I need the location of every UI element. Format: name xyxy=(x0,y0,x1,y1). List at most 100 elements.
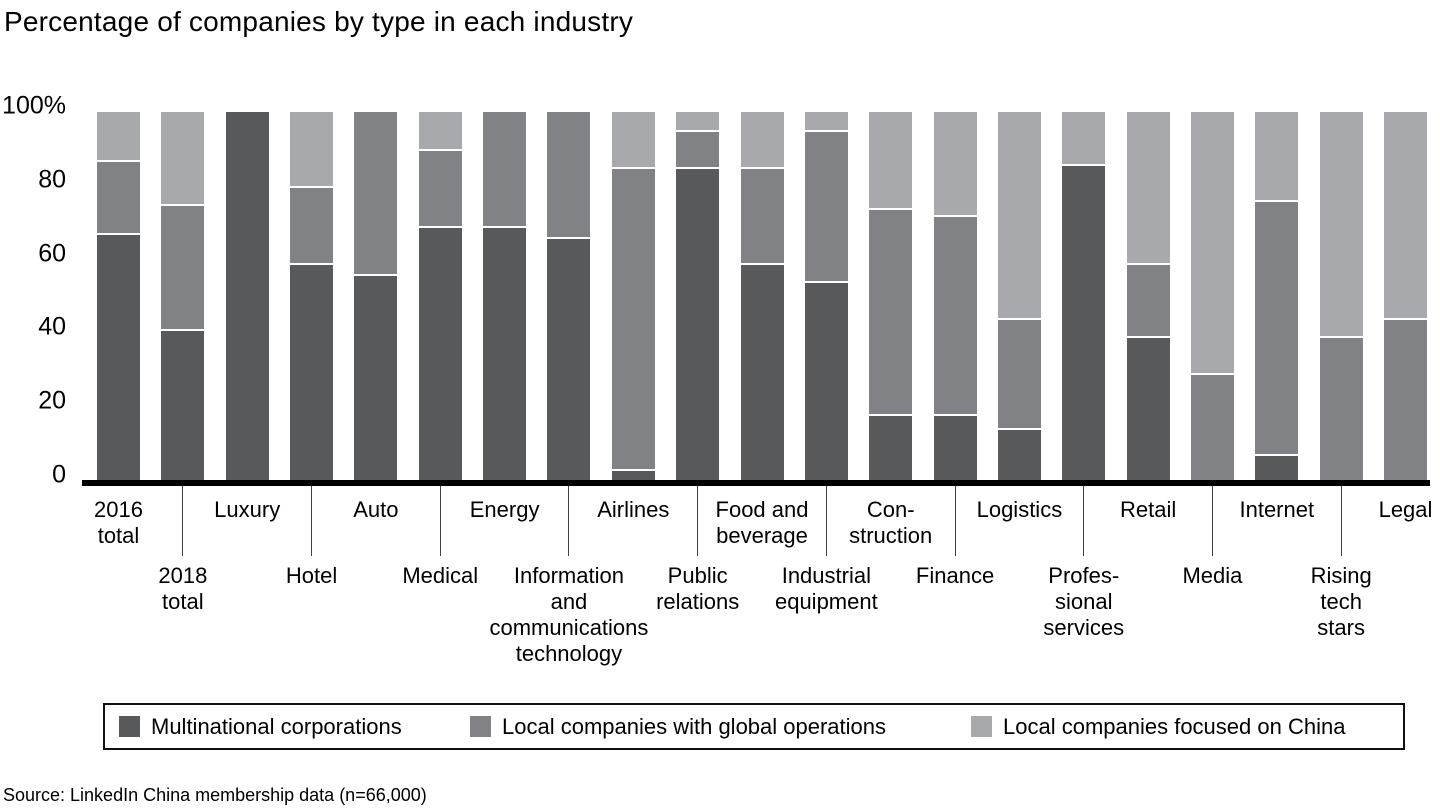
segment-local-global xyxy=(611,167,655,469)
y-tick-label-40: 40 xyxy=(38,312,66,341)
x-label-rising-tech-stars: Rising tech stars xyxy=(1310,563,1372,640)
segment-local-china xyxy=(1255,112,1299,201)
plot-area xyxy=(97,112,1427,480)
segment-local-global xyxy=(1255,200,1299,455)
segment-local-global xyxy=(1190,373,1234,480)
y-tick-label-20: 20 xyxy=(38,386,66,415)
segment-multinational xyxy=(804,281,848,480)
legend-label: Multinational corporations xyxy=(151,713,402,739)
bar-medical xyxy=(418,112,462,480)
leader-line-public-relations xyxy=(697,486,699,556)
bar-2018-total xyxy=(161,112,205,480)
leader-line-media xyxy=(1211,486,1213,556)
bar-public-relations xyxy=(676,112,720,480)
segment-local-global xyxy=(740,167,784,263)
x-label-energy: Energy xyxy=(469,497,540,522)
segment-multinational xyxy=(483,226,527,480)
legend-label: Local companies focused on China xyxy=(1003,713,1346,739)
bar-rising-tech-stars xyxy=(1319,112,1363,480)
segment-local-china xyxy=(1190,112,1234,374)
x-label-airlines: Airlines xyxy=(597,497,670,522)
segment-local-china xyxy=(1062,112,1106,164)
legend-swatch-icon xyxy=(971,716,992,737)
segment-local-china xyxy=(804,112,848,131)
segment-local-global xyxy=(997,318,1041,429)
legend: Multinational corporations Local companie… xyxy=(103,703,1405,750)
leader-line-finance xyxy=(954,486,956,556)
bar-airlines xyxy=(611,112,655,480)
segment-local-global xyxy=(418,148,462,227)
x-label-construction: Con- struction xyxy=(849,497,933,548)
leader-line-professional-services xyxy=(1083,486,1085,556)
x-label-medical: Medical xyxy=(402,563,479,588)
bar-food-and-beverage xyxy=(740,112,784,480)
bar-professional-services xyxy=(1062,112,1106,480)
segment-multinational xyxy=(161,329,205,480)
segment-local-china xyxy=(740,112,784,168)
segment-local-global xyxy=(1319,336,1363,480)
leader-line-medical xyxy=(439,486,441,556)
bar-auto xyxy=(354,112,398,480)
segment-local-global xyxy=(1384,318,1427,480)
legend-item-multinational-corporations: Multinational corporations xyxy=(119,714,402,740)
x-label-media: Media xyxy=(1182,563,1243,588)
segment-local-china xyxy=(1126,112,1170,263)
x-label-internet: Internet xyxy=(1239,497,1315,522)
segment-multinational xyxy=(1062,163,1106,480)
legend-label: Local companies with global operations xyxy=(502,713,887,739)
segment-local-china xyxy=(290,112,334,186)
segment-local-global xyxy=(97,159,140,234)
x-label-professional-services: Profes- sional services xyxy=(1043,563,1125,640)
segment-multinational xyxy=(225,112,269,480)
bar-construction xyxy=(869,112,913,480)
bar-luxury xyxy=(225,112,269,480)
segment-multinational xyxy=(1126,336,1170,480)
segment-multinational xyxy=(418,226,462,480)
y-tick-label-0: 0 xyxy=(52,460,66,489)
segment-local-global xyxy=(290,185,334,263)
x-label-retail: Retail xyxy=(1119,497,1177,522)
segment-local-global xyxy=(161,204,205,330)
leader-line-industrial-equipment xyxy=(825,486,827,556)
bar-2016-total xyxy=(97,112,140,480)
bar-legal xyxy=(1384,112,1427,480)
segment-multinational xyxy=(611,468,655,480)
legend-swatch-icon xyxy=(470,716,491,737)
x-label-hotel: Hotel xyxy=(285,563,338,588)
segment-multinational xyxy=(354,273,398,480)
leader-line-hotel xyxy=(311,486,313,556)
segment-multinational xyxy=(997,428,1041,480)
segment-multinational xyxy=(676,167,720,480)
x-label-legal: Legal xyxy=(1378,497,1433,522)
segment-local-china xyxy=(97,112,140,160)
segment-local-global xyxy=(354,112,398,274)
x-label-2018-total: 2018 total xyxy=(158,563,208,614)
chart-title: Percentage of companies by type in each … xyxy=(4,6,634,37)
legend-item-local-companies-with-global-operations: Local companies with global operations xyxy=(470,714,886,740)
bar-logistics xyxy=(997,112,1041,480)
segment-multinational xyxy=(97,233,140,480)
segment-multinational xyxy=(290,262,334,480)
x-label-logistics: Logistics xyxy=(976,497,1063,522)
bar-media xyxy=(1190,112,1234,480)
x-label-public-relations: Public relations xyxy=(656,563,740,614)
x-label-luxury: Luxury xyxy=(214,497,281,522)
segment-local-china xyxy=(1384,112,1427,319)
legend-swatch-icon xyxy=(119,716,140,737)
segment-multinational xyxy=(933,413,977,480)
segment-local-china xyxy=(161,112,205,204)
bar-energy xyxy=(483,112,527,480)
y-tick-label-100: 100% xyxy=(2,91,66,120)
x-label-finance: Finance xyxy=(915,563,995,588)
segment-local-global xyxy=(869,207,913,414)
segment-local-global xyxy=(1126,262,1170,337)
leader-line-2018-total xyxy=(182,486,184,556)
source-note: Source: LinkedIn China membership data (… xyxy=(3,785,427,805)
segment-multinational xyxy=(1255,454,1299,480)
segment-local-global xyxy=(933,215,977,414)
bar-internet xyxy=(1255,112,1299,480)
y-tick-label-80: 80 xyxy=(38,165,66,194)
x-axis-baseline xyxy=(82,480,1430,486)
bar-finance xyxy=(933,112,977,480)
